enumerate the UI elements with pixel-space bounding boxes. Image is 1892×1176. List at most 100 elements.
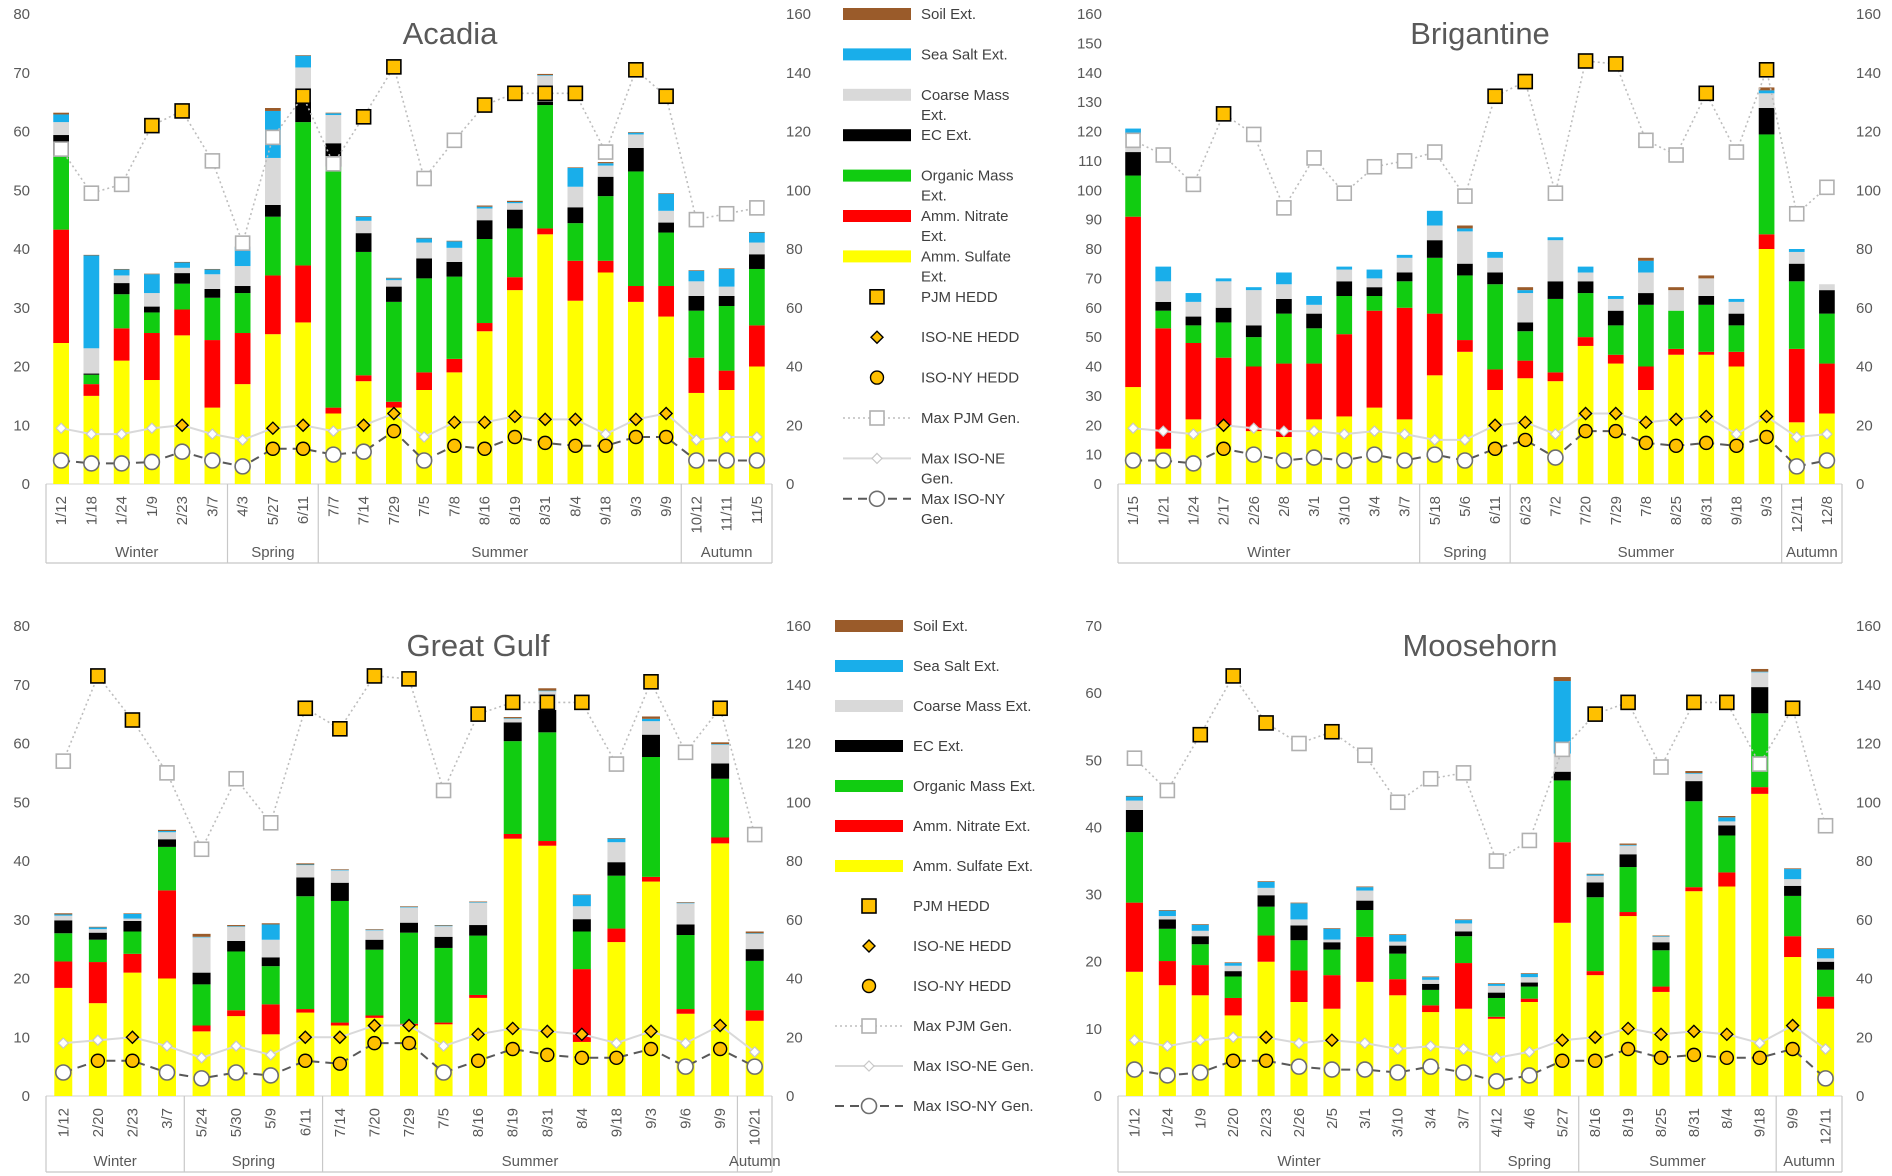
point-maxpjm	[159, 765, 175, 781]
y-tick-label: 70	[13, 677, 30, 694]
point-pjm	[539, 694, 556, 711]
point-maxisone	[146, 422, 158, 435]
bar-segment-ec	[745, 949, 764, 961]
legend-marker	[868, 490, 886, 508]
bar-segment-organic	[1276, 313, 1292, 364]
season-label: Winter	[1247, 544, 1290, 561]
bar-segment-seasalt	[507, 202, 523, 204]
bar-segment-organic	[1290, 940, 1308, 971]
bar-segment-nitrate	[365, 1015, 384, 1018]
point-pjm	[1587, 706, 1603, 722]
legend-marker	[861, 1018, 877, 1034]
legend-item-isony: ISO-NY HEDD	[869, 370, 1019, 387]
bar-segment-sulfate	[1487, 390, 1503, 484]
point-isone	[332, 1030, 347, 1045]
bar-segment-nitrate	[1191, 965, 1209, 996]
bar-segment-organic	[265, 216, 281, 276]
x-tick-label: 10/21	[747, 1108, 764, 1146]
season-label: Spring	[232, 1153, 275, 1170]
bar-segment-ec	[1487, 272, 1503, 285]
bar-segment-nitrate	[434, 1022, 453, 1025]
point-isony	[1785, 1041, 1800, 1057]
bar-segment-nitrate	[1751, 787, 1769, 794]
point-isony	[1608, 423, 1623, 439]
bar-segment-organic	[711, 778, 730, 838]
chart-panel: 0 10 20 30 40 50 60 70 80 0 20 40 60 80 100 120 140 160 Ac…	[13, 6, 811, 564]
bar-segment-nitrate	[234, 333, 251, 385]
bar-segment-ec	[1155, 301, 1172, 311]
y-tick-label: 30	[1085, 887, 1102, 904]
legend-label: ISO-NE HEDD	[921, 329, 1020, 346]
point-maxisone	[1358, 1037, 1371, 1049]
bar-segment-ec	[204, 288, 221, 298]
bar-segment-coarse	[1816, 958, 1835, 962]
point-isony	[447, 438, 462, 454]
point-maxisony	[1124, 452, 1142, 469]
bar-segment-sulfate	[434, 1024, 453, 1096]
bar-segment-coarse	[1224, 965, 1242, 972]
point-maxisony	[173, 443, 191, 460]
point-maxpjm	[83, 185, 100, 201]
point-isone	[1518, 415, 1533, 430]
x-tick-label: 8/31	[1698, 496, 1715, 525]
bar-segment-soil	[416, 237, 432, 239]
series-line-maxisony	[62, 1042, 756, 1080]
legend-label: Ext.	[921, 268, 947, 285]
point-maxpjm	[749, 200, 765, 216]
bar-segment-sulfate	[1125, 387, 1141, 484]
bar-segment-nitrate	[1245, 366, 1262, 432]
y2-tick-label: 100	[786, 794, 811, 811]
y-tick-label: 30	[13, 300, 30, 317]
y-tick-label: 90	[1085, 212, 1102, 229]
bar-segment-nitrate	[192, 1025, 211, 1032]
bar-segment-soil	[642, 716, 660, 719]
point-isony	[1668, 438, 1684, 454]
y2-tick-label: 60	[1856, 300, 1873, 317]
bar-segment-nitrate	[53, 229, 69, 343]
point-isony	[1686, 1047, 1702, 1063]
point-maxisony	[1305, 449, 1323, 466]
legend-item-sulfate: Amm. Sulfate Ext.	[835, 858, 1033, 875]
bar-segment-soil	[1487, 983, 1506, 984]
point-maxisone	[195, 1051, 208, 1064]
bar-segment-nitrate	[1125, 902, 1144, 972]
point-isony	[1638, 435, 1654, 451]
bar-segment-nitrate	[476, 323, 493, 332]
bar-segment-organic	[1758, 134, 1775, 235]
y2-tick-label: 60	[786, 300, 803, 317]
bar-segment-ec	[537, 101, 553, 106]
bar-segment-sulfate	[113, 360, 130, 484]
point-maxisone	[1549, 428, 1562, 440]
bar-segment-soil	[507, 200, 523, 202]
point-isone	[125, 1030, 140, 1045]
legend-swatch	[835, 700, 903, 712]
bar-segment-ec	[1125, 152, 1141, 176]
point-maxisone	[1821, 428, 1833, 440]
point-maxpjm	[435, 782, 452, 799]
bar-segment-nitrate	[1454, 963, 1473, 1009]
y-tick-label: 40	[13, 853, 30, 870]
bar-segment-ec	[597, 176, 614, 197]
bar-segment-soil	[1784, 868, 1802, 870]
point-maxisony	[1521, 1067, 1538, 1084]
x-tick-label: 9/3	[628, 496, 645, 517]
bar-segment-ec	[711, 763, 730, 779]
bar-segment-soil	[1685, 771, 1703, 774]
y-tick-label: 0	[22, 1088, 30, 1105]
y-tick-label: 20	[1085, 954, 1102, 971]
y2-tick-label: 160	[1856, 6, 1881, 23]
bar-segment-coarse	[718, 286, 735, 296]
bar-segment-seasalt	[1336, 266, 1353, 270]
bar-segment-nitrate	[1784, 936, 1802, 958]
bar-segment-coarse	[503, 718, 522, 723]
bar-segment-seasalt	[745, 933, 764, 934]
bar-segment-coarse	[607, 842, 626, 863]
legend-marker	[870, 330, 884, 345]
x-tick-label: 2/20	[1225, 1108, 1242, 1137]
bar-segment-nitrate	[1158, 961, 1176, 986]
point-maxpjm	[1357, 747, 1373, 764]
point-maxisone	[1247, 422, 1260, 435]
bar-segment-seasalt	[325, 113, 342, 116]
bar-segment-coarse	[446, 247, 463, 262]
point-pjm	[1784, 700, 1801, 717]
